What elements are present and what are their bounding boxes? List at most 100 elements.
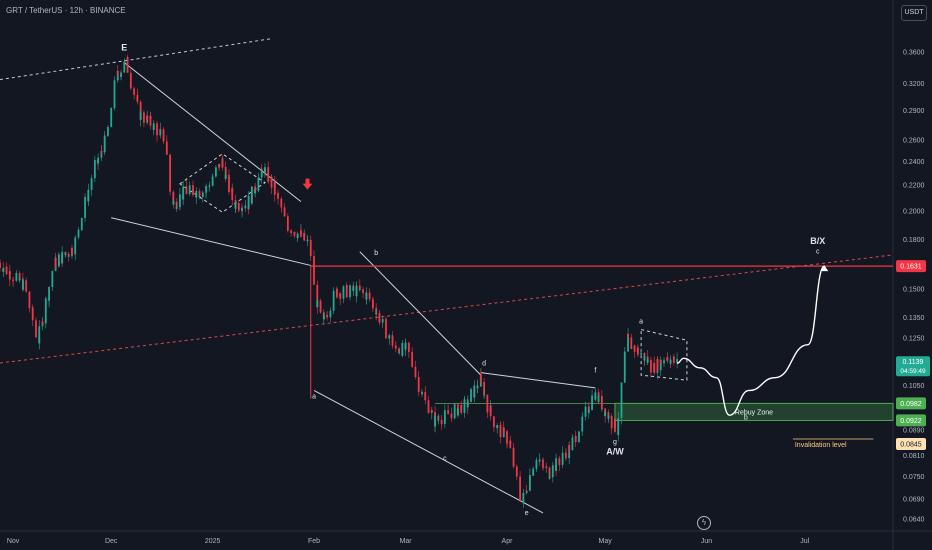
candle-body bbox=[28, 291, 31, 301]
candle-body bbox=[260, 168, 263, 170]
price-level-tag bbox=[896, 438, 926, 451]
candle-body bbox=[244, 205, 247, 208]
price-tick-label: 0.0810 bbox=[903, 453, 925, 460]
candle-body bbox=[394, 345, 397, 349]
candle-body bbox=[372, 301, 374, 309]
candle-body bbox=[427, 412, 430, 414]
price-tick-label: 0.0690 bbox=[903, 496, 925, 503]
candle-body bbox=[254, 190, 257, 194]
candle-body bbox=[84, 197, 86, 210]
price-level-tag-label: 0.0982 bbox=[900, 401, 922, 408]
down-arrow-icon bbox=[302, 178, 313, 190]
candle-countdown: 04:59:49 bbox=[900, 368, 926, 375]
price-tick-label: 0.0750 bbox=[903, 474, 925, 481]
candle-body bbox=[659, 359, 662, 371]
candle-body bbox=[538, 459, 541, 462]
candle-body bbox=[349, 285, 351, 291]
candle-body bbox=[574, 435, 577, 443]
candle-body bbox=[84, 209, 86, 218]
candle-body bbox=[129, 72, 132, 81]
candle-body bbox=[123, 61, 126, 70]
candle-body bbox=[286, 225, 289, 231]
candle-body bbox=[342, 293, 345, 299]
candle-body bbox=[421, 392, 423, 394]
candle-body bbox=[80, 217, 83, 228]
time-tick-label: Jun bbox=[701, 538, 712, 545]
candle-body bbox=[172, 191, 175, 205]
candle-body bbox=[270, 176, 273, 188]
candle-body bbox=[162, 130, 165, 142]
candle-body bbox=[568, 445, 571, 451]
candle-body bbox=[107, 135, 109, 137]
candle-body bbox=[571, 440, 574, 451]
candle-body bbox=[591, 395, 593, 407]
candle-body bbox=[669, 359, 672, 364]
candle-body bbox=[211, 179, 214, 186]
candle-body bbox=[309, 247, 312, 257]
candle-body bbox=[156, 127, 158, 136]
candle-body bbox=[103, 135, 106, 153]
candle-body bbox=[617, 418, 620, 435]
candle-body bbox=[578, 437, 580, 443]
candle-body bbox=[97, 157, 100, 164]
candle-body bbox=[218, 164, 221, 168]
candle-body bbox=[362, 292, 364, 294]
candle-body bbox=[77, 229, 80, 232]
candle-body bbox=[368, 293, 371, 300]
candle-body bbox=[260, 168, 263, 178]
candle-body bbox=[443, 410, 446, 417]
candle-body bbox=[427, 400, 430, 413]
candle-body bbox=[319, 308, 322, 313]
candle-body bbox=[332, 290, 335, 306]
candle-body bbox=[48, 286, 50, 301]
price-level-tag bbox=[896, 414, 926, 427]
candle-body bbox=[12, 280, 14, 281]
candle-body bbox=[496, 425, 499, 429]
candle-body bbox=[597, 395, 600, 402]
candle-body bbox=[640, 353, 643, 354]
candle-body bbox=[250, 186, 253, 204]
candle-body bbox=[208, 185, 211, 187]
invalidation-label: Invalidation level bbox=[795, 442, 847, 449]
candle-body bbox=[424, 396, 427, 401]
candle-body bbox=[182, 186, 185, 200]
candle-body bbox=[355, 285, 358, 297]
price-level-tag-label: 0.0845 bbox=[900, 442, 922, 449]
projection-path bbox=[676, 265, 825, 416]
candle-body bbox=[388, 335, 391, 337]
candle-body bbox=[493, 426, 495, 428]
candle-body bbox=[159, 128, 162, 130]
candle-body bbox=[620, 393, 623, 419]
candle-body bbox=[205, 186, 207, 192]
candle-body bbox=[286, 216, 289, 226]
candle-body bbox=[93, 166, 96, 179]
candle-body bbox=[407, 343, 410, 352]
candle-body bbox=[192, 188, 194, 195]
candle-body bbox=[38, 326, 41, 344]
candle-body bbox=[0, 263, 1, 268]
candle-body bbox=[336, 288, 338, 298]
candle-body bbox=[345, 285, 348, 298]
top-dashed-trendline bbox=[0, 38, 272, 81]
wave-label: b bbox=[744, 415, 748, 422]
candle-body bbox=[529, 475, 531, 488]
candle-body bbox=[476, 386, 479, 389]
candle-body bbox=[555, 458, 557, 471]
time-tick-label: Dec bbox=[105, 538, 118, 545]
candle-body bbox=[54, 257, 57, 267]
time-tick-label: Apr bbox=[502, 538, 514, 545]
candle-body bbox=[44, 298, 47, 314]
candle-body bbox=[558, 462, 561, 465]
price-tick-label: 0.2900 bbox=[903, 108, 925, 115]
candle-body bbox=[90, 178, 93, 185]
lightning-icon[interactable]: ϟ bbox=[697, 516, 711, 530]
currency-button[interactable]: USDT bbox=[901, 5, 927, 21]
candle-body bbox=[139, 112, 142, 120]
candle-body bbox=[339, 293, 342, 299]
time-tick-label: Nov bbox=[7, 538, 20, 545]
current-price-value: 0.1139 bbox=[903, 359, 924, 366]
channel-lower-line bbox=[313, 390, 544, 514]
candle-body bbox=[28, 300, 31, 309]
